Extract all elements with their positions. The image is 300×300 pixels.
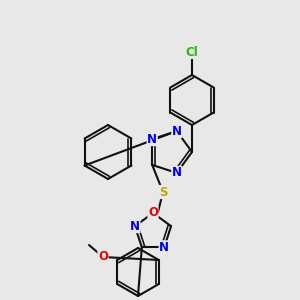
Text: Cl: Cl [186, 46, 198, 59]
Text: N: N [172, 167, 182, 179]
Text: S: S [159, 185, 167, 199]
Text: N: N [159, 241, 169, 254]
Text: O: O [148, 206, 158, 220]
Text: O: O [98, 250, 108, 263]
Text: N: N [147, 133, 157, 146]
Text: N: N [130, 220, 140, 232]
Text: N: N [172, 124, 182, 138]
